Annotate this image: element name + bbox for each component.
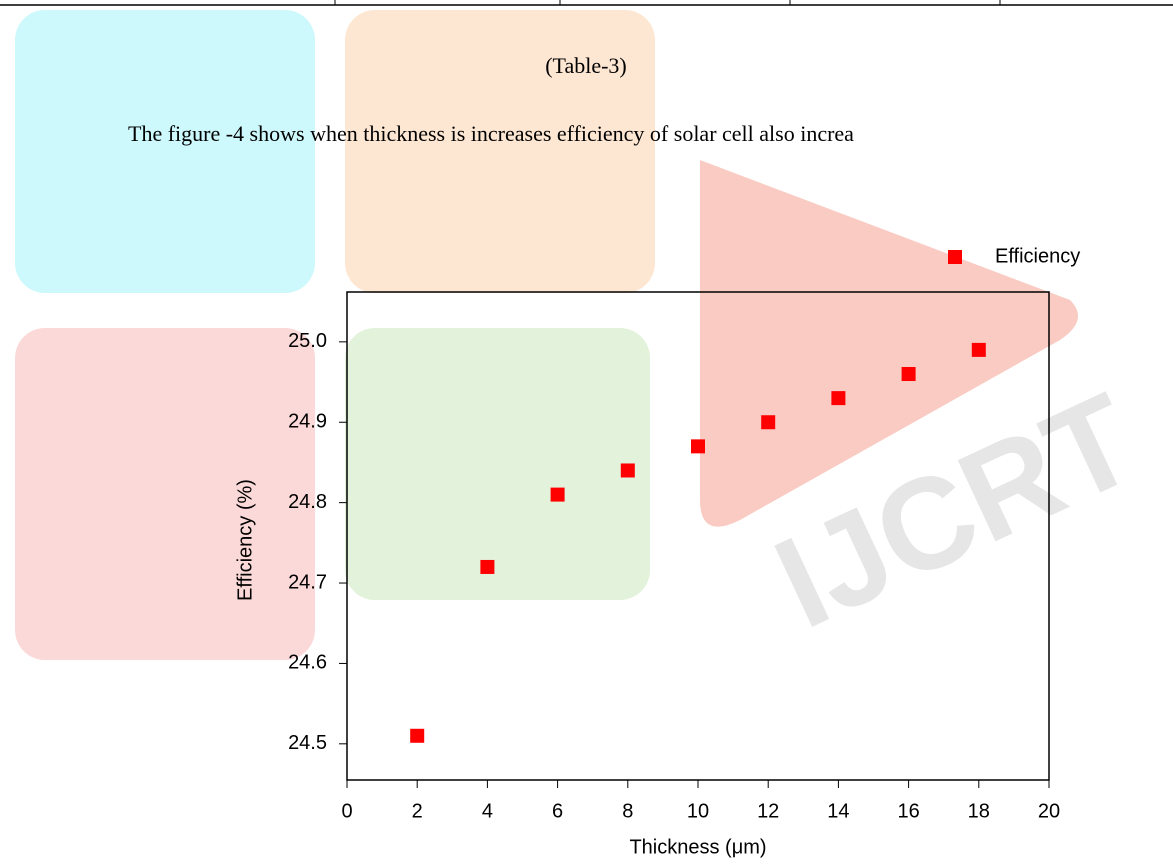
- data-point: [831, 391, 846, 406]
- bg-shape: [15, 10, 315, 293]
- y-tick-label: 24.8: [288, 491, 327, 513]
- x-tick-label: 18: [968, 800, 990, 822]
- bg-shape: [345, 10, 655, 293]
- watermark-shapes: IJCRT: [15, 10, 1157, 660]
- x-axis-label: Thickness (μm): [629, 836, 766, 858]
- x-tick-label: 4: [482, 800, 493, 822]
- data-point: [761, 415, 776, 430]
- x-tick-label: 0: [341, 800, 352, 822]
- legend-label: Efficiency: [995, 245, 1080, 267]
- data-point: [691, 439, 705, 454]
- y-tick-label: 24.6: [288, 652, 327, 674]
- data-point: [901, 367, 916, 382]
- data-point: [550, 487, 565, 502]
- data-point: [410, 728, 425, 743]
- table-caption: (Table-3): [545, 53, 627, 78]
- y-tick-label: 24.5: [288, 732, 327, 754]
- y-tick-label: 25.0: [288, 330, 327, 352]
- plot: 0 2 4 6 8 10 12 14 16 18 20 24.5 24.6 24.7 24.8 24.9 25.…: [288, 245, 1080, 822]
- y-tick-label: 24.7: [288, 571, 327, 593]
- x-tick-label: 2: [412, 800, 423, 822]
- x-tick-label: 12: [757, 800, 779, 822]
- legend-swatch: [948, 250, 962, 264]
- x-tick-label: 16: [897, 800, 919, 822]
- y-tick-label: 24.9: [288, 411, 327, 433]
- data-point: [620, 463, 635, 478]
- x-tick-label: 6: [552, 800, 563, 822]
- y-axis-label: Efficiency (%): [234, 479, 256, 601]
- bg-shape: [345, 328, 650, 600]
- data-point: [480, 559, 495, 574]
- bg-shape: [15, 328, 315, 660]
- data-point: [971, 342, 986, 357]
- x-tick-label: 20: [1038, 800, 1060, 822]
- bg-shape: [700, 160, 1078, 527]
- x-tick-label: 8: [622, 800, 633, 822]
- x-tick-label: 14: [827, 800, 849, 822]
- x-tick-label: 10: [687, 800, 709, 822]
- paragraph: The figure -4 shows when thickness is in…: [128, 121, 854, 146]
